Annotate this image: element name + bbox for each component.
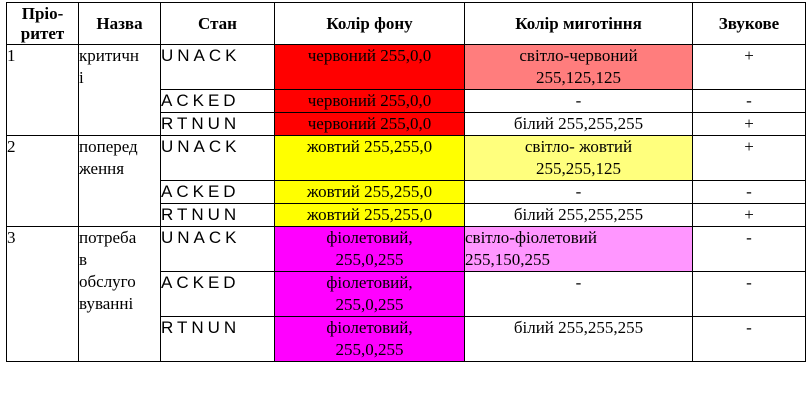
table-row: ACKED жовтий 255,255,0 - -: [7, 180, 806, 204]
bg-color-cell: жовтий 255,255,0: [274, 135, 465, 181]
priority-cell: 1: [6, 44, 79, 136]
priority-cell: 3: [6, 226, 79, 362]
bg-color-cell: фіолетовий, 255,0,255: [274, 226, 465, 272]
blink-color-cell: -: [464, 271, 693, 317]
state-cell: UNACK: [160, 135, 275, 181]
bg-color-cell: фіолетовий, 255,0,255: [274, 271, 465, 317]
priority-cell: 2: [6, 135, 79, 227]
sound-cell: +: [692, 44, 806, 90]
table-row: 3 потреба в обслуго вуванні UNACK фіолет…: [6, 226, 806, 362]
state-cell: RTNUN: [160, 316, 275, 362]
state-cell: ACKED: [160, 180, 275, 204]
table-row: ACKED фіолетовий, 255,0,255 - -: [7, 271, 806, 317]
blink-color-cell: білий 255,255,255: [464, 112, 693, 136]
bg-color-cell: червоний 255,0,0: [274, 89, 465, 113]
blink-color-cell: білий 255,255,255: [464, 316, 693, 362]
state-cell: ACKED: [160, 89, 275, 113]
table-row: 1 критичн і UNACK червоний 255,0,0 світл…: [6, 44, 806, 136]
bg-color-cell: жовтий 255,255,0: [274, 180, 465, 204]
sound-cell: +: [692, 135, 806, 181]
header-name: Назва: [78, 2, 161, 45]
state-cell: UNACK: [160, 44, 275, 90]
table-row: RTNUN фіолетовий, 255,0,255 білий 255,25…: [7, 316, 806, 362]
sound-cell: +: [692, 203, 806, 227]
header-priority: Пріо- ритет: [6, 2, 79, 45]
sound-cell: -: [692, 180, 806, 204]
bg-color-cell: фіолетовий, 255,0,255: [274, 316, 465, 362]
sound-cell: +: [692, 112, 806, 136]
blink-color-cell: світло-червоний 255,125,125: [464, 44, 693, 90]
name-cell: поперед ження: [78, 135, 161, 227]
state-cell: UNACK: [160, 226, 275, 272]
blink-color-cell: світло- жовтий 255,255,125: [464, 135, 693, 181]
blink-color-cell: -: [464, 180, 693, 204]
bg-color-cell: червоний 255,0,0: [274, 44, 465, 90]
bg-color-cell: червоний 255,0,0: [274, 112, 465, 136]
state-cell: RTNUN: [160, 203, 275, 227]
header-bg-color: Колір фону: [274, 2, 465, 45]
table-row: 2 поперед ження UNACK жовтий 255,255,0 с…: [6, 135, 806, 227]
alarm-priority-table: Пріо- ритет Назва Стан Колір фону Колір …: [6, 2, 806, 362]
sound-cell: -: [692, 316, 806, 362]
sound-cell: -: [692, 271, 806, 317]
blink-color-cell: білий 255,255,255: [464, 203, 693, 227]
blink-color-cell: світло-фіолетовий 255,150,255: [464, 226, 693, 272]
header-state: Стан: [160, 2, 275, 45]
header-blink-color: Колір миготіння: [464, 2, 693, 45]
state-cell: ACKED: [160, 271, 275, 317]
header-sound: Звукове: [692, 2, 806, 45]
sound-cell: -: [692, 89, 806, 113]
header-row: Пріо- ритет Назва Стан Колір фону Колір …: [6, 2, 806, 45]
sound-cell: -: [692, 226, 806, 272]
state-cell: RTNUN: [160, 112, 275, 136]
name-cell: критичн і: [78, 44, 161, 136]
name-cell: потреба в обслуго вуванні: [78, 226, 161, 362]
bg-color-cell: жовтий 255,255,0: [274, 203, 465, 227]
table-row: ACKED червоний 255,0,0 - -: [7, 89, 806, 113]
table-row: RTNUN червоний 255,0,0 білий 255,255,255…: [7, 112, 806, 136]
blink-color-cell: -: [464, 89, 693, 113]
table-row: RTNUN жовтий 255,255,0 білий 255,255,255…: [7, 203, 806, 227]
